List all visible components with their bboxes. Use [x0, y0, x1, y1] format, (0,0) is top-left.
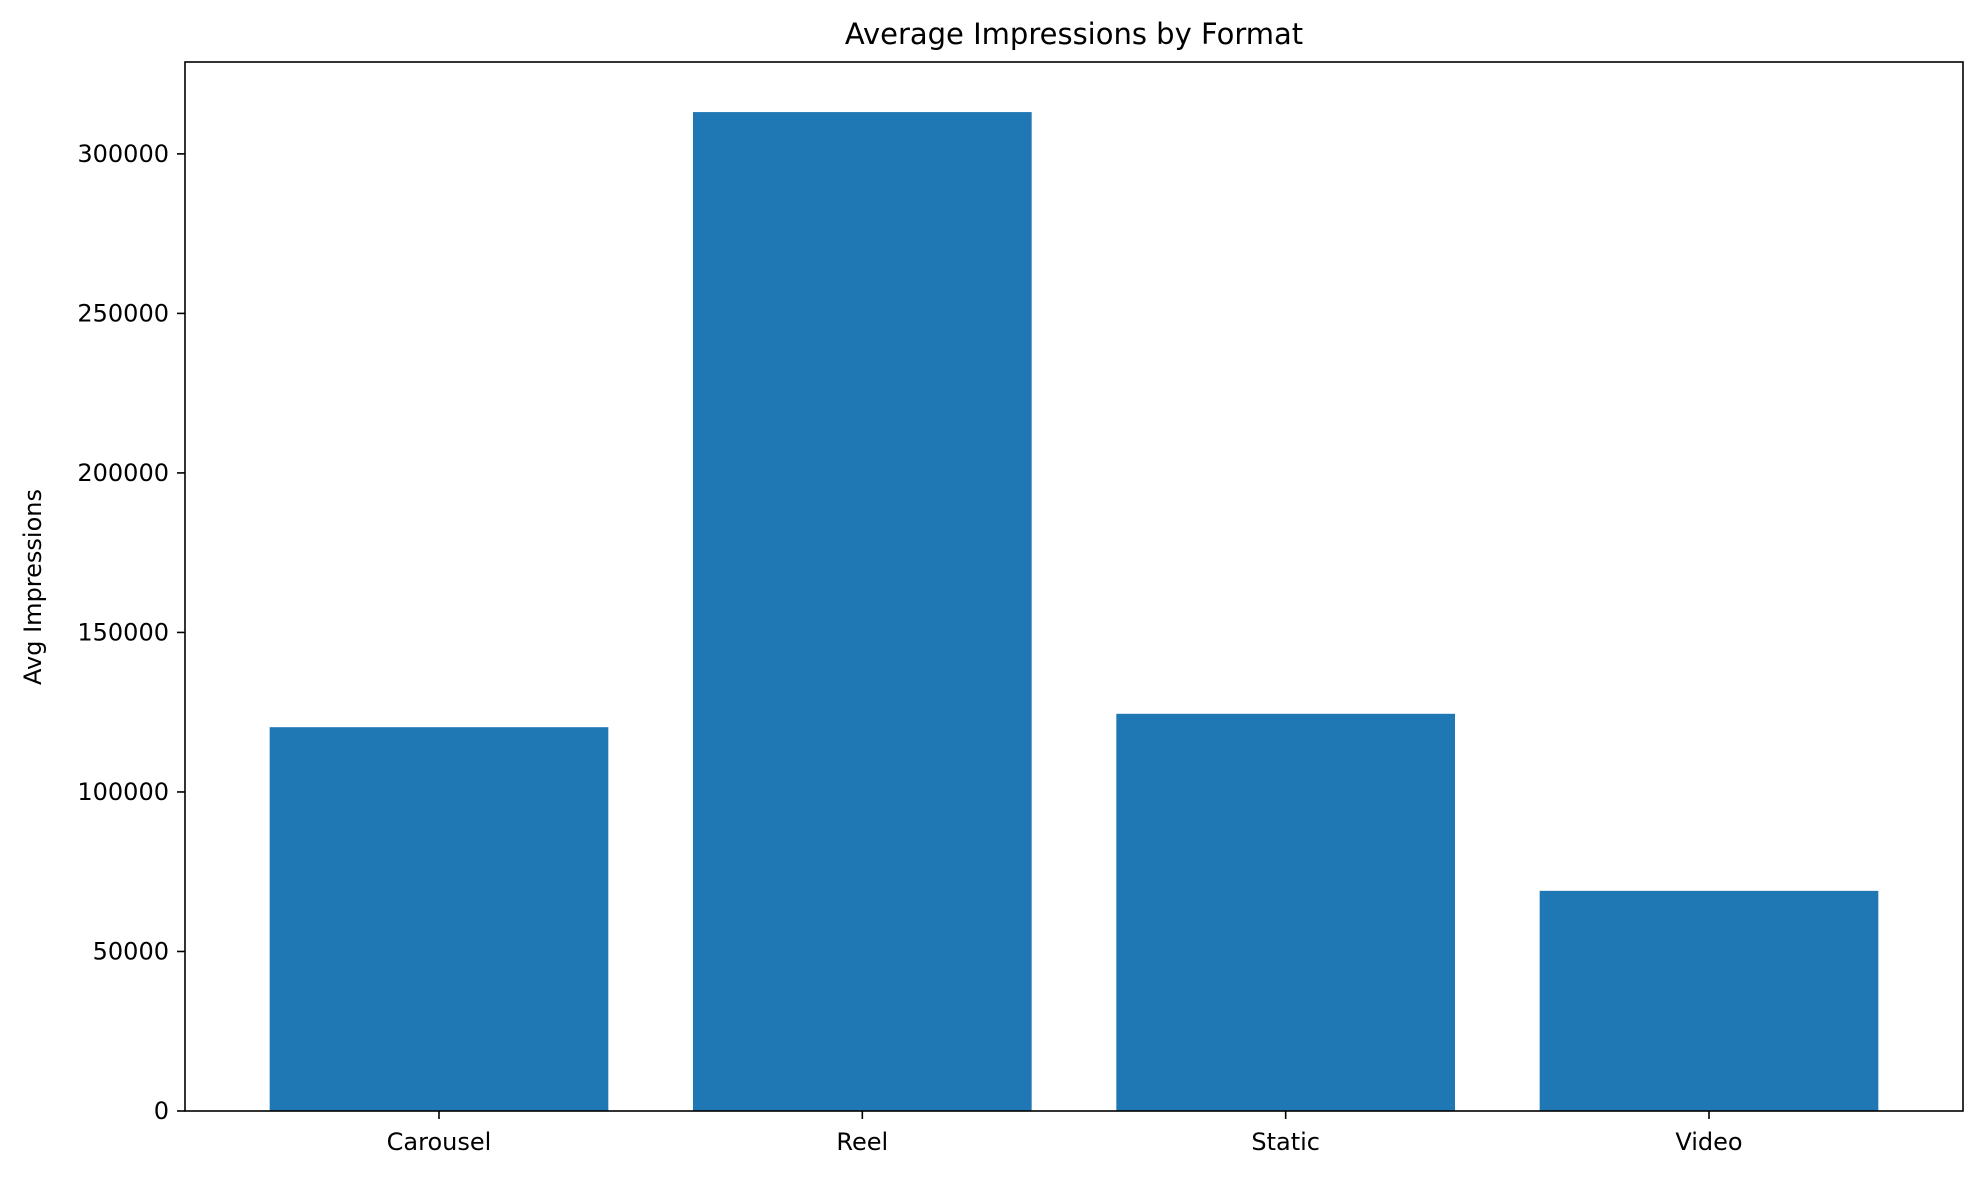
x-tick-label: Reel — [836, 1128, 888, 1156]
x-tick-label: Carousel — [387, 1128, 492, 1156]
bar-video — [1539, 890, 1879, 1111]
bar-carousel — [269, 727, 609, 1111]
y-axis-ticks: 0 50000 100000 150000 200000 250000 300000 — [77, 140, 185, 1125]
chart-title: Average Impressions by Format — [845, 17, 1303, 51]
y-tick-label: 300000 — [77, 140, 169, 168]
bar-reel — [693, 112, 1032, 1111]
y-tick-label: 200000 — [77, 459, 169, 487]
bar-static — [1116, 713, 1455, 1111]
x-tick-label: Video — [1675, 1128, 1742, 1156]
y-tick-label: 0 — [154, 1097, 169, 1125]
y-tick-label: 100000 — [77, 778, 169, 806]
y-tick-label: 150000 — [77, 618, 169, 646]
bars — [269, 112, 1879, 1111]
y-tick-label: 50000 — [93, 937, 169, 965]
plot-frame — [184, 61, 1964, 1112]
x-axis-ticks: Carousel Reel Static Video — [387, 1111, 1743, 1156]
y-tick-label: 250000 — [77, 299, 169, 327]
x-tick-label: Static — [1251, 1128, 1320, 1156]
y-axis-label: Avg Impressions — [19, 489, 47, 685]
